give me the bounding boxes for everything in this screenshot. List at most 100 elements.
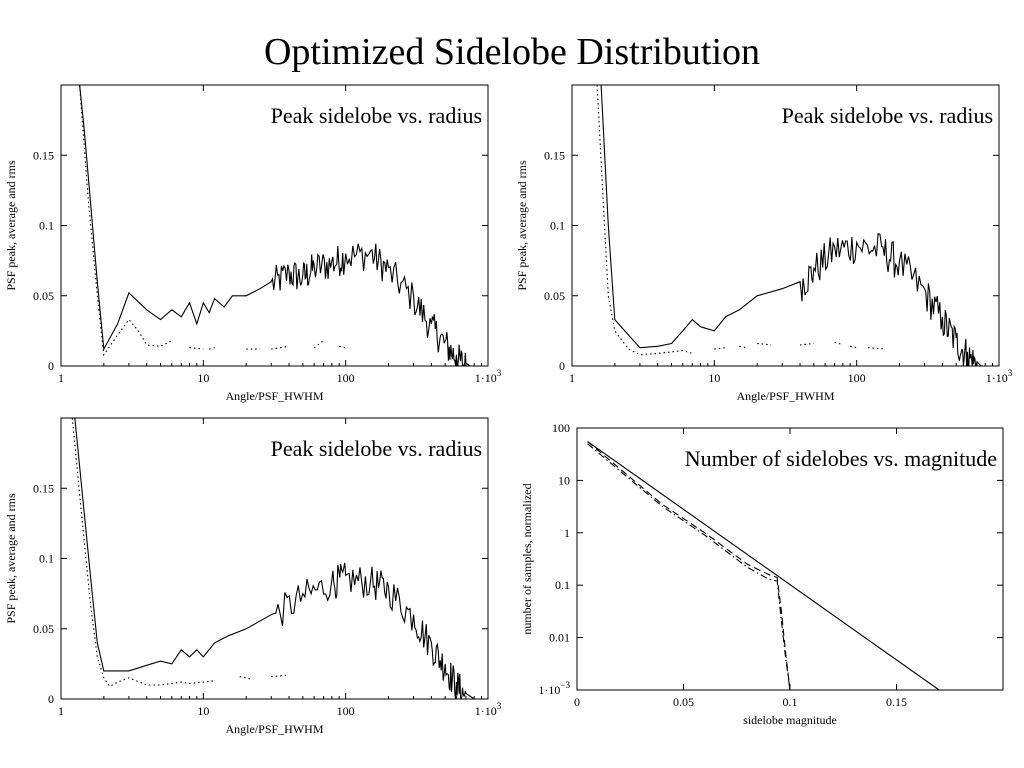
x-axis-label: sidelobe magnitude (743, 713, 837, 727)
chart-3: 1 10 100 1·103 0 0.05 0.1 0.15 Angle/PSF_HWHM PSF… (4, 417, 502, 736)
y-tick-label: 100 (552, 421, 570, 435)
y-tick-label: 1·10−3 (538, 680, 570, 697)
x-tick-label-text: 0.15 (886, 695, 907, 709)
y-tick-label: 10 (558, 473, 570, 487)
y-tick-label: 0.1 (555, 578, 570, 592)
series-2-fragment (757, 342, 772, 346)
x-tick-label: 1·103 (475, 368, 502, 385)
series-2-fragment (850, 345, 857, 349)
series-2-fragment (239, 675, 253, 680)
y-tick-label: 0 (559, 359, 565, 373)
y-tick-label: 0.15 (33, 148, 54, 162)
x-tick-label-text: 100 (848, 371, 866, 385)
y-tick-label: 0.05 (33, 622, 54, 636)
series-2-dotted-line (79, 85, 173, 357)
y-tick-label: 0.15 (544, 148, 565, 162)
x-tick-label-text: 100 (337, 704, 355, 718)
series-2-fragment (209, 347, 215, 350)
series-2-fragment (799, 342, 814, 346)
y-tick-label-text: 0.01 (549, 631, 570, 645)
y-tick-label: 0.1 (39, 219, 54, 233)
x-tick-label: 100 (848, 371, 866, 385)
y-tick-label-text: 0.05 (33, 622, 54, 636)
chart-1: 1 10 100 1·103 0 0.05 0.1 0.15 Angle/PSF_HWHM PSF… (4, 84, 502, 403)
x-tick-label: 10 (197, 704, 209, 718)
x-tick-label-text: 1 (58, 371, 64, 385)
plot-area (587, 441, 940, 690)
chart-title: Peak sidelobe vs. radius (782, 103, 993, 128)
chart-4: 0 0.05 0.1 0.15 1·10−3 0.01 0.1 1 10 100 sidelobe … (520, 421, 1004, 727)
chart-2: 1 10 100 1·103 0 0.05 0.1 0.15 Angle/PSF_HWHM PSF… (515, 84, 1013, 403)
x-tick-label: 0.05 (673, 695, 694, 709)
x-tick-label: 0 (574, 695, 580, 709)
page-title: Optimized Sidelobe Distribution (263, 31, 761, 73)
y-tick-label-text: 0.05 (33, 289, 54, 303)
series-2-fragment (271, 345, 290, 350)
y-tick-label: 0.1 (39, 552, 54, 566)
y-tick-label: 0.05 (544, 289, 565, 303)
x-axis-label: Angle/PSF_HWHM (225, 389, 323, 403)
series-1-solid-line (600, 85, 982, 366)
x-tick-label-text: 0.05 (673, 695, 694, 709)
y-tick-exponent: −3 (560, 680, 570, 690)
x-tick-label-text: 0.1 (783, 695, 798, 709)
x-axis-label: Angle/PSF_HWHM (736, 389, 834, 403)
y-tick-label: 0 (48, 692, 54, 706)
y-tick-label-text: 1 (564, 526, 570, 540)
y-tick-label-text: 0.15 (33, 481, 54, 495)
chart-title: Number of sidelobes vs. magnitude (685, 446, 997, 471)
x-tick-label-text: 0 (574, 695, 580, 709)
y-tick-label-text: 0 (559, 359, 565, 373)
x-tick-label: 100 (337, 704, 355, 718)
x-tick-exponent: 3 (497, 368, 502, 378)
y-tick-label-text: 0.1 (39, 552, 54, 566)
y-tick-label-text: 0.1 (555, 578, 570, 592)
plot-area (71, 418, 475, 699)
x-tick-label-text: 10 (708, 371, 720, 385)
y-tick-label: 0.1 (550, 219, 565, 233)
x-tick-label-text: 1 (58, 704, 64, 718)
x-tick-label: 1·103 (475, 701, 502, 718)
x-tick-label: 10 (197, 371, 209, 385)
x-tick-label: 0.15 (886, 695, 907, 709)
y-tick-label: 1 (564, 526, 570, 540)
y-axis-label: PSF peak, average and rms (4, 160, 18, 291)
y-tick-label-text: 0.05 (544, 289, 565, 303)
series-2-fragment (739, 345, 748, 349)
y-tick-label-text: 0.1 (550, 219, 565, 233)
series-2-fragment (339, 345, 346, 349)
x-tick-label: 1 (569, 371, 575, 385)
y-tick-label: 0.15 (33, 481, 54, 495)
x-tick-label: 0.1 (783, 695, 798, 709)
series-2-fragment (271, 674, 290, 678)
series-3-dashdot-line (587, 443, 791, 690)
chart-title: Peak sidelobe vs. radius (271, 436, 482, 461)
y-tick-label-text: 0.1 (39, 219, 54, 233)
x-tick-exponent: 3 (497, 701, 502, 711)
series-2-fragment (313, 340, 324, 349)
x-tick-label: 1 (58, 704, 64, 718)
x-tick-label: 10 (708, 371, 720, 385)
y-tick-label-text: 0 (48, 359, 54, 373)
plot-area (79, 85, 471, 366)
series-2-fragment (834, 341, 844, 346)
x-tick-label: 100 (337, 371, 355, 385)
x-tick-label-text: 10 (197, 371, 209, 385)
plot-area (596, 85, 982, 366)
y-tick-label-text: 10 (558, 473, 570, 487)
x-axis-label: Angle/PSF_HWHM (225, 722, 323, 736)
x-tick-label: 1·103 (986, 368, 1013, 385)
x-tick-label-text: 1·10 (475, 704, 497, 718)
y-tick-label: 0 (48, 359, 54, 373)
y-tick-label-text: 1·10 (538, 683, 560, 697)
x-tick-label-text: 10 (197, 704, 209, 718)
series-1-solid-line (79, 85, 471, 366)
series-1-solid-line (587, 441, 940, 690)
x-tick-label-text: 1·10 (986, 371, 1008, 385)
series-2-fragment (867, 347, 886, 350)
series-2-dotted-line (596, 85, 693, 356)
series-2-fragment (189, 347, 204, 350)
y-tick-label-text: 0.15 (33, 148, 54, 162)
x-tick-label-text: 1 (569, 371, 575, 385)
series-1-solid-line (74, 418, 475, 699)
